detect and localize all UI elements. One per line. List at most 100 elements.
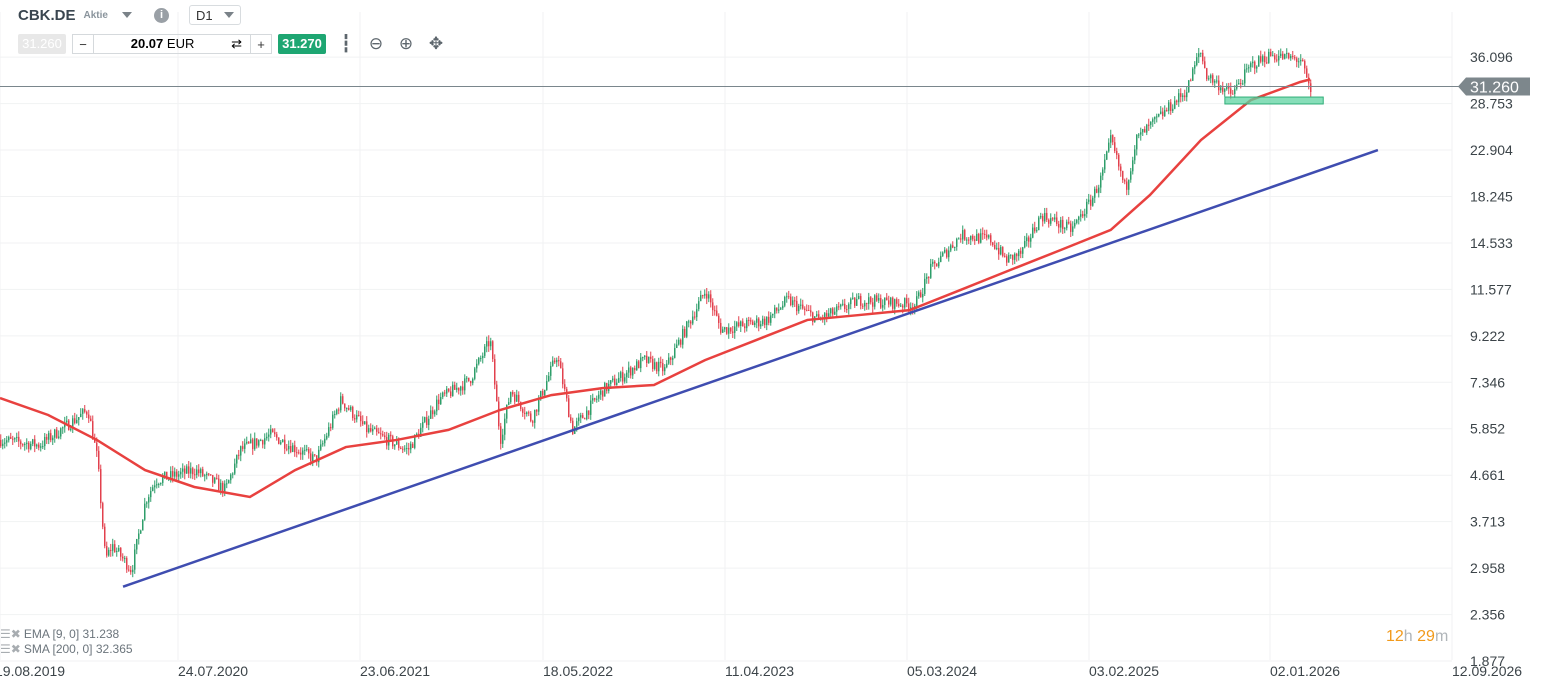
candle	[878, 298, 880, 301]
candle	[190, 468, 192, 474]
candle	[672, 357, 674, 360]
buy-button[interactable]: 31.270	[278, 34, 326, 54]
y-tick-label: 28.753	[1470, 96, 1513, 112]
candle	[942, 252, 944, 256]
move-icon[interactable]: ✥	[428, 34, 444, 53]
candle	[104, 526, 106, 547]
candle	[776, 307, 778, 311]
candle	[690, 321, 692, 324]
candle	[1096, 188, 1098, 193]
candle	[430, 410, 432, 419]
y-tick-label: 11.577	[1470, 281, 1512, 297]
candle	[1018, 250, 1020, 257]
candle	[1284, 54, 1286, 59]
candle	[710, 294, 712, 303]
candle	[666, 363, 668, 368]
candle	[100, 469, 102, 504]
candle	[410, 443, 412, 450]
candle	[368, 428, 370, 433]
candle	[756, 318, 758, 323]
candle	[1088, 199, 1090, 202]
candle	[780, 308, 782, 310]
quantity-stepper[interactable]: − 20.07 EUR ⇄ +	[72, 34, 272, 54]
candle	[1256, 66, 1258, 69]
candle	[1080, 214, 1082, 217]
candle	[1198, 53, 1200, 58]
quantity-input[interactable]: 20.07 EUR ⇄	[93, 35, 251, 53]
settings-list-icon[interactable]: ☰✖	[0, 627, 21, 641]
settings-list-icon[interactable]: ☰✖	[0, 642, 21, 656]
candle	[1086, 201, 1088, 214]
decrease-button[interactable]: −	[79, 36, 87, 52]
candle	[1034, 227, 1036, 232]
candle	[760, 324, 762, 327]
candle	[1130, 171, 1132, 180]
candle	[62, 427, 64, 429]
candle	[664, 367, 666, 372]
candle	[338, 409, 340, 411]
candle	[670, 357, 672, 360]
candle	[2, 443, 4, 447]
candle	[832, 308, 834, 315]
candle	[350, 406, 352, 410]
candle	[1306, 68, 1308, 78]
indicator-ema[interactable]: ☰✖ EMA [9, 0] 31.238	[0, 627, 133, 642]
candle	[1166, 110, 1168, 112]
y-tick-label: 3.713	[1470, 514, 1505, 530]
candle	[1120, 166, 1122, 172]
candle	[1020, 250, 1022, 254]
candle	[24, 444, 26, 446]
candle	[1108, 142, 1110, 152]
candle	[1008, 255, 1010, 263]
candle	[476, 363, 478, 369]
indicator-sma[interactable]: ☰✖ SMA [200, 0] 32.365	[0, 642, 133, 657]
sell-button[interactable]: 31.260	[18, 34, 66, 54]
zoom-out-icon[interactable]: ⊖	[368, 34, 384, 53]
candle	[1112, 135, 1114, 143]
candle	[1294, 57, 1296, 59]
timeframe-select[interactable]: D1	[188, 5, 241, 25]
info-icon[interactable]: i	[153, 7, 169, 23]
candle	[280, 442, 282, 444]
candle	[1126, 181, 1128, 190]
candle	[902, 305, 904, 308]
candle	[30, 443, 32, 450]
candle	[1122, 171, 1124, 181]
candle	[36, 444, 38, 447]
zoom-in-icon[interactable]: ⊕	[398, 34, 414, 53]
candle	[1132, 160, 1134, 172]
candle	[1070, 223, 1072, 232]
candlestick-type-icon[interactable]: ┇	[340, 34, 352, 53]
x-tick-label: 03.02.2025	[1089, 663, 1159, 679]
candle	[766, 316, 768, 326]
candle	[582, 415, 584, 419]
x-tick-label: 12.09.2026	[1452, 663, 1522, 679]
candle	[696, 309, 698, 318]
candle	[204, 475, 206, 477]
candle	[1050, 218, 1052, 224]
candle	[600, 390, 602, 395]
candle	[806, 309, 808, 311]
candle	[1114, 142, 1116, 152]
candle	[1024, 241, 1026, 248]
candle	[962, 230, 964, 240]
increase-button[interactable]: +	[257, 36, 265, 52]
candle	[320, 444, 322, 450]
symbol-dropdown-icon[interactable]	[121, 12, 132, 18]
candle	[296, 452, 298, 454]
candle	[636, 361, 638, 371]
candle	[240, 446, 242, 456]
swap-icon[interactable]: ⇄	[231, 36, 242, 51]
candle	[1172, 108, 1174, 111]
candle	[22, 444, 24, 446]
candle	[772, 313, 774, 316]
candle	[1280, 53, 1282, 56]
candle	[678, 339, 680, 345]
candle	[1146, 124, 1148, 133]
candle	[660, 361, 662, 364]
candle	[328, 427, 330, 436]
candle	[176, 471, 178, 477]
candle	[462, 386, 464, 391]
candle	[218, 478, 220, 491]
